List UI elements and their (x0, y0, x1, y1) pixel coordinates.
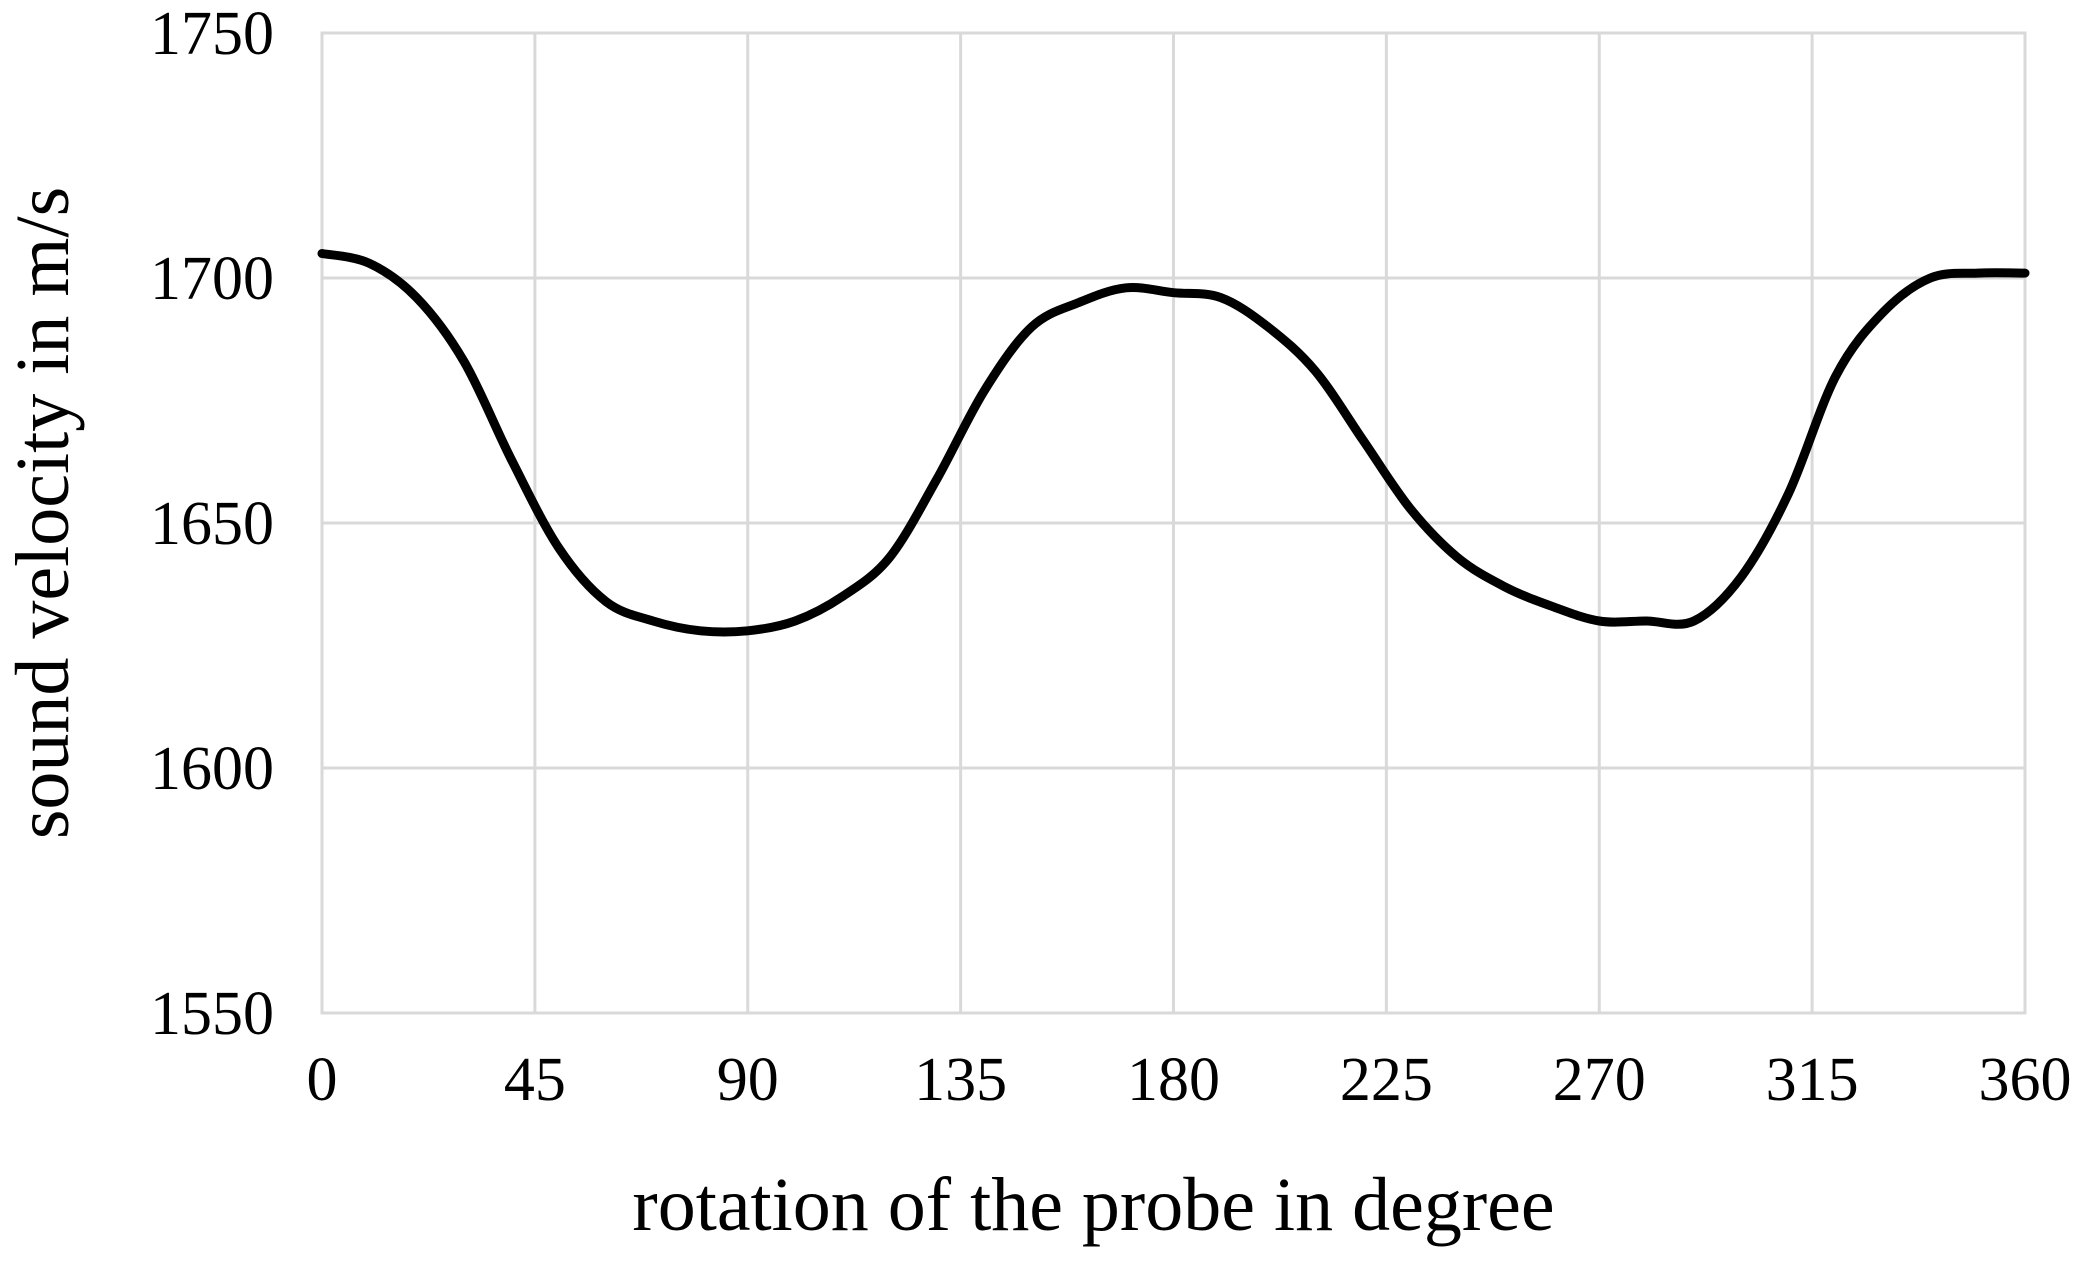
x-tick-label-135: 135 (914, 1046, 1007, 1114)
plot-area-border (320, 31, 2027, 1015)
x-tick-label-270: 270 (1553, 1046, 1646, 1114)
grid (320, 31, 2027, 1015)
y-tick-label-1550: 1550 (150, 980, 274, 1048)
tick-labels: 1550 1600 1650 1700 1750 0 45 90 135 180 225 270 315… (150, 0, 2072, 1114)
y-tick-label-1600: 1600 (150, 735, 274, 803)
x-tick-label-225: 225 (1340, 1046, 1433, 1114)
x-axis-title: rotation of the probe in degree (632, 1163, 1554, 1247)
y-tick-label-1700: 1700 (150, 245, 274, 313)
x-tick-label-360: 360 (1979, 1046, 2072, 1114)
y-tick-label-1750: 1750 (150, 0, 274, 68)
x-tick-label-45: 45 (504, 1046, 566, 1114)
x-tick-label-315: 315 (1766, 1046, 1859, 1114)
x-tick-label-0: 0 (307, 1046, 338, 1114)
y-axis-title: sound velocity in m/s (1, 187, 85, 839)
x-tick-label-90: 90 (717, 1046, 779, 1114)
series-layer (317, 249, 2030, 637)
x-tick-label-180: 180 (1127, 1046, 1220, 1114)
y-tick-label-1650: 1650 (150, 490, 274, 558)
series-line-0 (317, 249, 2030, 637)
